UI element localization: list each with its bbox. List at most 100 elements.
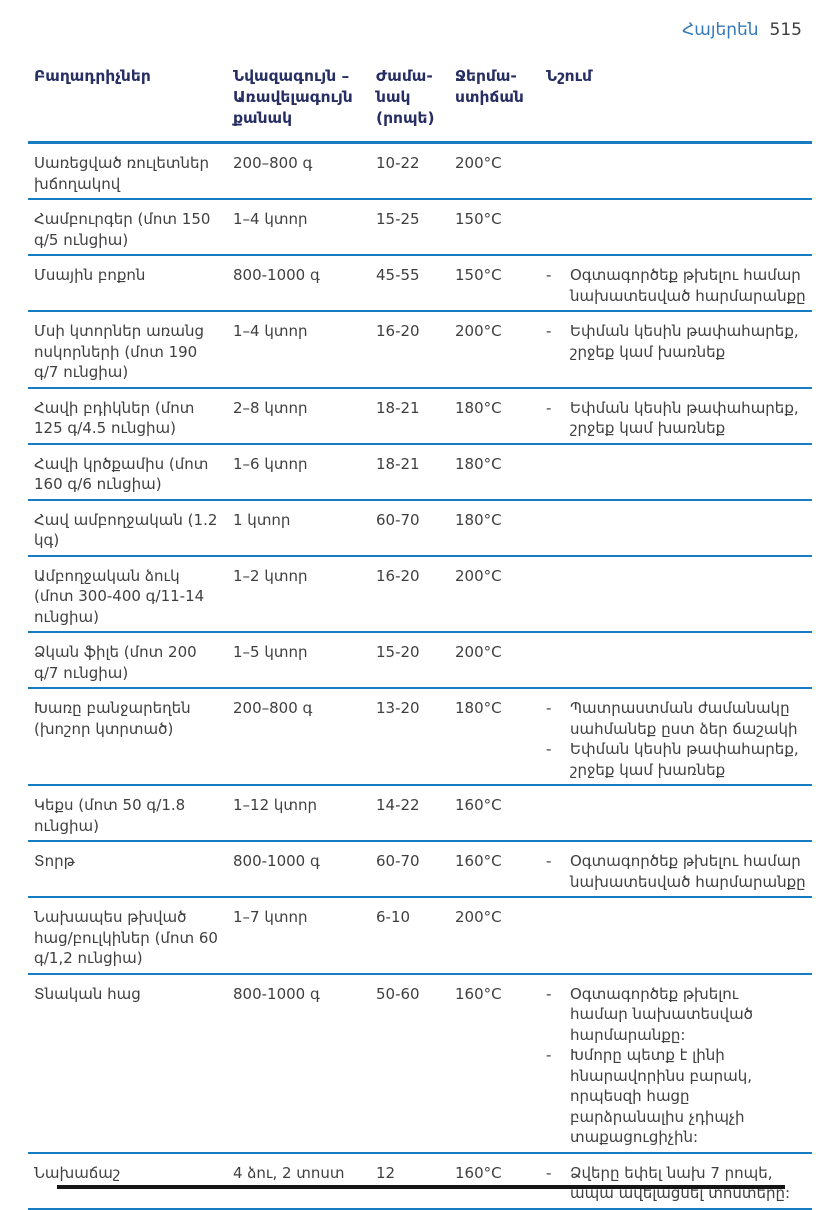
- note-bullet: -: [546, 322, 552, 340]
- temperature-cell: 160°C: [449, 841, 540, 898]
- temperature-cell: 160°C: [449, 973, 540, 1154]
- note-bullet: -: [546, 1163, 552, 1182]
- table-row: Հավի կրծքամիս (մոտ 160 գ/6 ունցիա) 1–6 կտ…: [28, 443, 812, 501]
- quantity-cell: 1–12 կտոր: [227, 785, 370, 842]
- table-row: Հավ ամբողջական (1.2 կգ) 1 կտոր 60-70 180°C: [28, 499, 812, 557]
- note-bullet: -: [546, 984, 552, 1003]
- ingredient-cell: Նախաճաշ: [28, 1152, 227, 1210]
- ingredient-cell: Հավի կրծքամիս (մոտ 160 գ/6 ունցիա): [28, 443, 227, 501]
- temperature-cell: 200°C: [449, 142, 540, 200]
- quantity-cell: 800-1000 գ: [227, 973, 370, 1154]
- notes-cell: - Օգտագործեք թխելու համար նախատեսված հարմ…: [540, 841, 812, 898]
- notes-cell: - Եփման կեսին թափահարեք, շրջեք կամ խառնեք: [540, 311, 812, 389]
- time-cell: 13-20: [370, 688, 449, 786]
- note-text: Ձվերը եփել նախ 7 րոպե, ապա ավելացնել տոս…: [570, 1163, 791, 1203]
- table-row: Մսի կտորներ առանց ոսկորների (մոտ 190 գ/7…: [28, 311, 812, 389]
- table-row: Ամբողջական ձուկ (մոտ 300-400 գ/11-14 ուն…: [28, 555, 812, 633]
- note-bullet: -: [546, 852, 552, 870]
- temperature-cell: 150°C: [449, 199, 540, 256]
- time-cell: 18-21: [370, 443, 449, 501]
- notes-cell: [540, 199, 812, 256]
- temperature-cell: 180°C: [449, 443, 540, 501]
- quantity-cell: 1–6 կտոր: [227, 443, 370, 501]
- table-row: Համբուրգեր (մոտ 150 գ/5 ունցիա) 1–4 կտոր 1…: [28, 199, 812, 256]
- notes-cell: [540, 443, 812, 501]
- time-cell: 12: [370, 1152, 449, 1210]
- page-header: Հայերեն 515: [682, 20, 802, 40]
- ingredient-cell: Մսի կտորներ առանց ոսկորների (մոտ 190 գ/7…: [28, 311, 227, 389]
- note-bullet: -: [546, 699, 552, 717]
- quantity-cell: 200–800 գ: [227, 688, 370, 786]
- note-text: Խմորը պետք է լինի հնարավորինս բարակ, որպ…: [570, 1046, 753, 1146]
- time-cell: 10-22: [370, 142, 449, 200]
- table-row: Ձկան ֆիլե (մոտ 200 գ/7 ունցիա) 1–5 կտոր 15…: [28, 632, 812, 689]
- notes-cell: - Օգտագործեք թխելու համար նախատեսված հարմ…: [540, 255, 812, 312]
- ingredient-cell: Հավ ամբողջական (1.2 կգ): [28, 499, 227, 557]
- quantity-cell: 1–2 կտոր: [227, 555, 370, 633]
- note-item: - Օգտագործեք թխելու համար նախատեսված հարմ…: [546, 851, 810, 892]
- table-header: Բաղադրիչներ Նվազագույն – Առավելագույն քա…: [28, 60, 812, 144]
- quantity-cell: 800-1000 գ: [227, 255, 370, 312]
- time-cell: 60-70: [370, 841, 449, 898]
- page-bottom-rule: [57, 1185, 785, 1189]
- notes-cell: [540, 785, 812, 842]
- table-row: Կեքս (մոտ 50 գ/1.8 ունցիա) 1–12 կտոր 14-22…: [28, 785, 812, 842]
- table-row: Հավի բդիկներ (մոտ 125 գ/4.5 ունցիա) 2–8 կ…: [28, 387, 812, 445]
- ingredient-cell: Կեքս (մոտ 50 գ/1.8 ունցիա): [28, 785, 227, 842]
- ingredient-cell: Ամբողջական ձուկ (մոտ 300-400 գ/11-14 ուն…: [28, 555, 227, 633]
- notes-cell: [540, 142, 812, 200]
- temperature-cell: 200°C: [449, 632, 540, 689]
- page-number: 515: [769, 20, 802, 40]
- ingredient-cell: Մսային բոքոն: [28, 255, 227, 312]
- notes-cell: [540, 555, 812, 633]
- time-cell: 16-20: [370, 311, 449, 389]
- quantity-cell: 1–4 կտոր: [227, 311, 370, 389]
- quantity-cell: 800-1000 գ: [227, 841, 370, 898]
- note-item: - Եփման կեսին թափահարեք, շրջեք կամ խառնեք: [546, 321, 810, 362]
- ingredient-cell: Նախապես թխված հաց/բուլկիներ (մոտ 60 գ/1,…: [28, 897, 227, 975]
- notes-cell: - Եփման կեսին թափահարեք, շրջեք կամ խառնեք: [540, 387, 812, 445]
- column-header-time: Ժամա- նակ (րոպե): [370, 60, 449, 144]
- quantity-cell: 1–5 կտոր: [227, 632, 370, 689]
- time-cell: 14-22: [370, 785, 449, 842]
- note-item: - Եփման կեսին թափահարեք, շրջեք կամ խառնեք: [546, 739, 810, 780]
- note-bullet: -: [546, 266, 552, 284]
- time-cell: 50-60: [370, 973, 449, 1154]
- note-item: - Խմորը պետք է լինի հնարավորինս բարակ, որ…: [546, 1045, 810, 1148]
- note-text: Պատրաստման ժամանակը սահմանեք ըստ ձեր ճաշ…: [570, 699, 798, 738]
- time-cell: 15-25: [370, 199, 449, 256]
- temperature-cell: 200°C: [449, 555, 540, 633]
- quantity-cell: 1–4 կտոր: [227, 199, 370, 256]
- ingredient-cell: Տնական հաց: [28, 973, 227, 1154]
- table-row: Նախաճաշ 4 ձու, 2 տոստ 12 160°C - Ձվերը եփել ն…: [28, 1152, 812, 1210]
- ingredient-cell: Տորթ: [28, 841, 227, 898]
- temperature-cell: 180°C: [449, 387, 540, 445]
- ingredient-cell: Ձկան ֆիլե (մոտ 200 գ/7 ունցիա): [28, 632, 227, 689]
- note-item: - Օգտագործեք թխելու համար նախատեսված հարմ…: [546, 984, 810, 1046]
- note-bullet: -: [546, 740, 552, 758]
- cooking-table-container: Բաղադրիչներ Նվազագույն – Առավելագույն քա…: [28, 60, 812, 1210]
- table-row: Տորթ 800-1000 գ 60-70 160°C - Օգտագործեք թխել…: [28, 841, 812, 898]
- temperature-cell: 200°C: [449, 311, 540, 389]
- ingredient-cell: Խառը բանջարեղեն (խոշոր կտրտած): [28, 688, 227, 786]
- note-bullet: -: [546, 398, 552, 417]
- notes-cell: - Ձվերը եփել նախ 7 րոպե, ապա ավելացնել տո…: [540, 1152, 812, 1210]
- note-text: Եփման կեսին թափահարեք, շրջեք կամ խառնեք: [570, 322, 799, 361]
- note-item: - Ձվերը եփել նախ 7 րոպե, ապա ավելացնել տո…: [546, 1163, 810, 1204]
- quantity-cell: 200–800 գ: [227, 142, 370, 200]
- time-cell: 15-20: [370, 632, 449, 689]
- ingredient-cell: Սառեցված ռուլետներ խճողակով: [28, 142, 227, 200]
- quantity-cell: 1–7 կտոր: [227, 897, 370, 975]
- notes-cell: [540, 897, 812, 975]
- language-label: Հայերեն: [682, 20, 759, 40]
- ingredient-cell: Համբուրգեր (մոտ 150 գ/5 ունցիա): [28, 199, 227, 256]
- note-text: Եփման կեսին թափահարեք, շրջեք կամ խառնեք: [570, 398, 799, 438]
- time-cell: 60-70: [370, 499, 449, 557]
- temperature-cell: 150°C: [449, 255, 540, 312]
- note-text: Օգտագործեք թխելու համար նախատեսված հարմա…: [570, 984, 754, 1044]
- temperature-cell: 200°C: [449, 897, 540, 975]
- column-header-note: Նշում: [540, 60, 812, 144]
- quantity-cell: 1 կտոր: [227, 499, 370, 557]
- time-cell: 45-55: [370, 255, 449, 312]
